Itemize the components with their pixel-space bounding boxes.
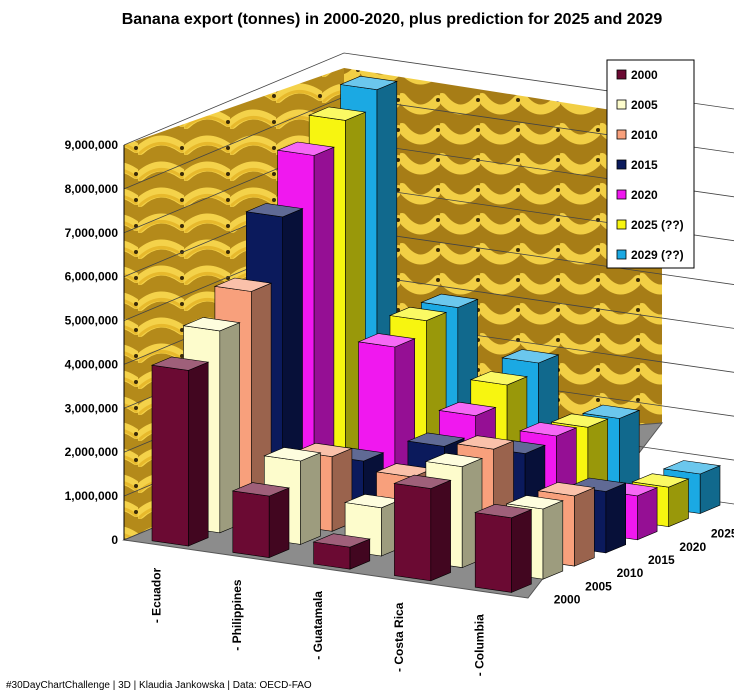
bar-top <box>550 413 609 428</box>
bar-top <box>276 141 336 156</box>
legend: 2000 2005 2010 2015 2020 2025 (??) 2029 (??) <box>606 59 695 269</box>
legend-label: 2005 <box>631 98 658 112</box>
bar-top <box>357 333 416 348</box>
bar-top <box>231 482 291 497</box>
bar <box>312 533 371 570</box>
legend-swatch <box>616 69 627 80</box>
bar-side <box>636 487 658 541</box>
bar-front <box>232 490 270 558</box>
bar <box>393 474 452 582</box>
legend-swatch <box>616 249 627 260</box>
bar-top <box>662 460 722 475</box>
y-tick-label: 1,000,000 <box>65 489 119 503</box>
series-axis-label: 2000 <box>554 592 581 606</box>
bar-top <box>424 452 484 468</box>
bar-top <box>536 482 596 497</box>
bar-top <box>245 203 304 218</box>
category-label: - Guatamala <box>311 591 325 660</box>
bar-top <box>581 404 641 419</box>
legend-swatch <box>616 159 627 170</box>
bar-top <box>308 106 367 121</box>
bar-top <box>518 422 578 437</box>
series-axis-label: 2010 <box>617 566 644 580</box>
series-axis-label: 2025 (??) <box>711 527 734 541</box>
y-tick-label: 0 <box>111 533 118 547</box>
legend-label: 2010 <box>631 128 658 142</box>
bar-top <box>456 435 515 450</box>
bar-side <box>542 500 564 580</box>
bar-top <box>388 306 448 322</box>
y-tick-label: 7,000,000 <box>65 226 119 240</box>
legend-label: 2020 <box>631 188 658 202</box>
bar-front <box>474 512 512 593</box>
bar-top <box>438 401 497 417</box>
bar-top <box>501 349 560 364</box>
bar-top <box>263 447 322 462</box>
bar-side <box>605 482 627 554</box>
legend-label: 2029 (??) <box>631 248 684 262</box>
bar <box>474 503 533 593</box>
y-axis-ticks: 0 1,000,000 2,000,000 3,000,000 4,000,000 5,0… <box>65 138 125 547</box>
bar-top <box>631 473 690 488</box>
legend-label: 2000 <box>631 68 658 82</box>
bar-top <box>339 75 398 91</box>
category-label: - Ecuador <box>149 567 163 623</box>
bar-top <box>182 317 241 332</box>
series-axis-label: 2020 <box>679 540 706 554</box>
bar-side <box>511 509 532 593</box>
bar-top <box>420 293 479 308</box>
bar-side <box>300 452 321 545</box>
bar-top <box>213 277 273 292</box>
bar-side <box>268 487 290 559</box>
bars <box>150 75 722 593</box>
y-tick-label: 2,000,000 <box>65 445 119 459</box>
category-label: - Costa Rica <box>392 602 406 672</box>
bar-side <box>574 487 595 567</box>
bar-side <box>430 479 451 582</box>
legend-label: 2025 (??) <box>631 218 684 232</box>
footer-credit: #30DayChartChallenge | 3D | Klaudia Jank… <box>6 680 312 691</box>
legend-swatch <box>616 219 627 230</box>
category-label: - Columbia <box>473 614 487 676</box>
x-axis-ticks: - Ecuador - Philippines - Guatamala - Costa… <box>149 567 486 676</box>
bar-top <box>505 495 564 510</box>
bar-top <box>393 474 452 489</box>
bar-top <box>469 371 529 386</box>
bar-top <box>474 503 533 519</box>
bar <box>231 482 291 559</box>
bar <box>150 356 210 547</box>
y-tick-label: 3,000,000 <box>65 401 119 415</box>
y-tick-label: 5,000,000 <box>65 314 119 328</box>
y-tick-label: 4,000,000 <box>65 357 119 371</box>
chart-title: Banana export (tonnes) in 2000-2020, plu… <box>122 11 663 28</box>
legend-swatch <box>616 99 627 110</box>
bar-top <box>406 432 466 447</box>
bar-top <box>150 356 210 371</box>
legend-swatch <box>616 189 627 200</box>
bar-side <box>313 146 335 494</box>
y-tick-label: 6,000,000 <box>65 270 119 284</box>
y-tick-label: 8,000,000 <box>65 182 119 196</box>
bar-top <box>312 533 371 548</box>
legend-swatch <box>616 129 627 140</box>
bar-front <box>394 483 432 582</box>
y-tick-label: 9,000,000 <box>65 138 119 152</box>
series-axis-label: 2015 <box>648 553 675 567</box>
category-label: - Philippines <box>230 579 244 651</box>
series-axis-label: 2005 <box>585 579 612 593</box>
legend-label: 2015 <box>631 158 658 172</box>
bar-side <box>188 361 209 547</box>
bar-front <box>151 364 189 547</box>
